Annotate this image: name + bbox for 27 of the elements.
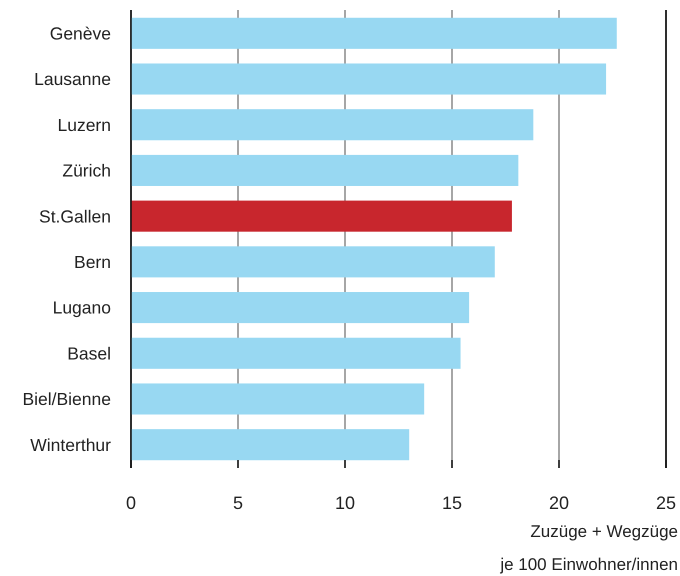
y-tick-label: St.Gallen [39,206,111,226]
x-tick-label: 20 [548,493,570,513]
bar [131,292,470,324]
y-tick-label: Genève [50,23,111,44]
x-tick-label: 0 [126,493,136,513]
y-tick-label: Biel/Bienne [22,389,111,410]
y-tick-label: Basel [67,343,111,364]
x-axis-title: Zuzüge + Wegzüge je 100 Einwohner/innen [499,522,678,574]
y-tick-label: Bern [74,252,111,272]
x-tick-label: 15 [442,493,462,513]
y-tick-label: Zürich [62,160,111,181]
x-tick-label: 10 [334,493,356,513]
bar [131,246,495,278]
bar [131,429,410,460]
y-tick-label: Luzern [57,114,111,135]
y-tick-label: Lugano [52,298,111,318]
x-tick-label: 5 [232,493,244,513]
bar [131,383,424,415]
bar [131,18,617,49]
bar [131,200,512,232]
bar [131,154,518,186]
bar [131,338,461,369]
x-tick-label: 25 [656,493,676,513]
y-tick-label: Winterthur [30,434,112,455]
bar [131,109,534,140]
y-tick-label: Lausanne [34,69,111,90]
bar [131,63,606,95]
